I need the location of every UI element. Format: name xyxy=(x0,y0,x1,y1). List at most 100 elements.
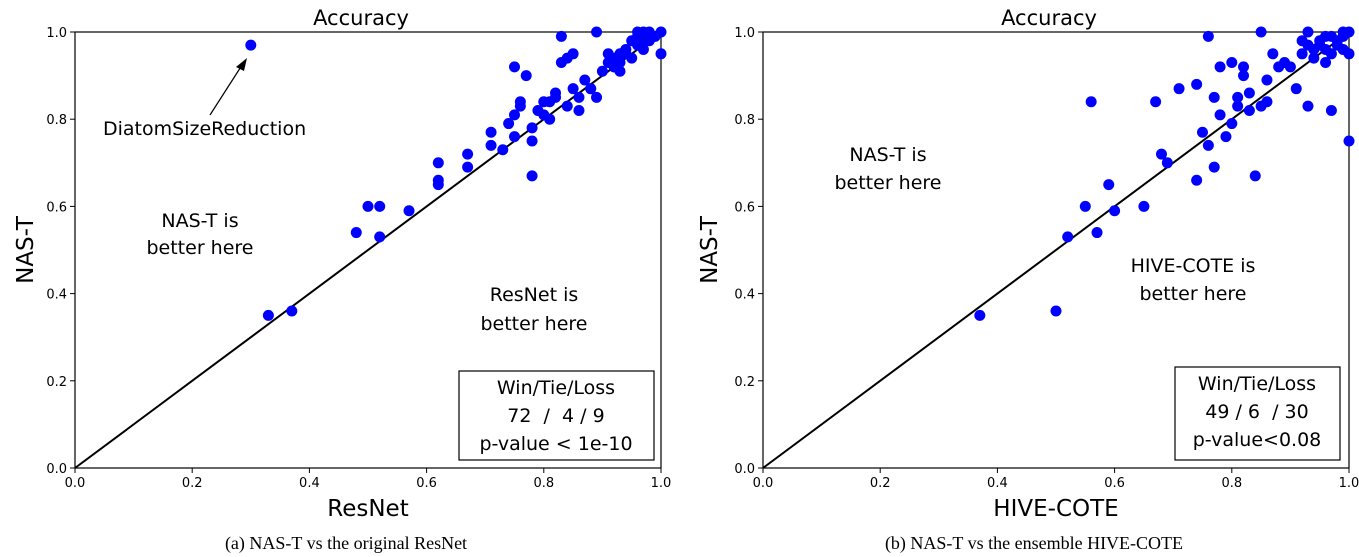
chart-a-x-axis-label: ResNet xyxy=(327,496,408,522)
chart-a-data-point xyxy=(579,74,591,86)
chart-b-y-tick-label: 0.6 xyxy=(734,200,755,215)
chart-b-data-point xyxy=(1226,57,1238,69)
chart-a-data-point xyxy=(374,200,386,212)
chart-a-y-tick-label: 0.0 xyxy=(46,462,67,477)
chart-b-data-point xyxy=(1238,61,1250,73)
chart-b-data-point xyxy=(1161,157,1173,169)
chart-b-data-point xyxy=(1302,100,1314,112)
chart-b-points xyxy=(974,26,1355,321)
chart-b-data-point xyxy=(1150,96,1162,108)
chart-b-x-axis-label: HIVE-COTE xyxy=(993,496,1118,522)
chart-b-data-point xyxy=(1155,148,1167,160)
chart-a-data-point xyxy=(637,43,649,55)
chart-b-data-point xyxy=(1308,52,1320,64)
chart-a-data-point xyxy=(509,61,520,73)
chart-b-data-point xyxy=(1261,96,1273,108)
chart-a-x-ticks: 0.0 0.2 0.4 0.6 0.8 1.0 xyxy=(65,468,672,491)
chart-a-y-tick-label: 0.6 xyxy=(46,200,67,215)
chart-b-data-point xyxy=(1243,104,1255,116)
chart-a-data-point xyxy=(432,179,444,191)
chart-b-data-point xyxy=(1238,70,1250,82)
chart-b-diagonal-line xyxy=(762,31,1350,469)
chart-b-lower-region-line1: HIVE-COTE is xyxy=(1131,255,1256,277)
chart-b-data-point xyxy=(1290,83,1302,95)
chart-a-pointer-label: DiatomSizeReduction xyxy=(103,118,306,140)
chart-b-data-point xyxy=(1079,200,1091,212)
chart-b-data-point xyxy=(1062,231,1074,243)
chart-b-data-point xyxy=(1220,131,1232,143)
chart-a-upper-region-line2: better here xyxy=(146,237,253,259)
chart-b-data-point xyxy=(1261,74,1273,86)
chart-b-data-point xyxy=(1085,96,1097,108)
chart-b-data-point xyxy=(1267,48,1279,60)
chart-a-data-point xyxy=(520,70,532,82)
chart-a: Accuracy 0.0 0.2 0.4 0.6 0.8 1.0 0.0 0.2 0.4 0.6… xyxy=(13,6,671,554)
chart-a-data-point xyxy=(591,91,603,103)
chart-b-data-point xyxy=(1337,43,1349,55)
chart-a-y-tick-label: 1.0 xyxy=(46,26,67,41)
chart-a-y-axis-label: NAS-T xyxy=(13,215,39,284)
chart-a-stats-line3: p-value < 1e-10 xyxy=(479,433,632,455)
chart-b-x-tick-label: 0.0 xyxy=(753,476,774,491)
chart-b-data-point xyxy=(1197,126,1208,138)
chart-b-data-point xyxy=(974,309,986,321)
chart-a-points xyxy=(245,26,667,321)
chart-b-data-point xyxy=(1243,87,1255,99)
chart-a-data-point xyxy=(614,65,626,77)
chart-a-data-point xyxy=(567,48,579,60)
chart-b: Accuracy 0.0 0.2 0.4 0.6 0.8 1.0 0.0 0.2 0.4 0.6… xyxy=(697,6,1359,554)
chart-b-data-point xyxy=(1214,109,1226,121)
chart-b-stats-line3: p-value<0.08 xyxy=(1193,429,1322,451)
chart-a-data-point xyxy=(432,157,444,169)
chart-a-data-point xyxy=(655,48,667,60)
chart-a-data-point xyxy=(350,227,362,239)
chart-b-data-point xyxy=(1202,30,1214,42)
chart-b-lower-region-line2: better here xyxy=(1139,283,1246,305)
chart-b-x-tick-label: 1.0 xyxy=(1339,476,1359,491)
chart-b-y-tick-label: 0.0 xyxy=(734,462,755,477)
chart-a-pointer-arrow xyxy=(209,61,245,116)
chart-b-y-tick-label: 0.8 xyxy=(734,113,755,128)
chart-a-data-point xyxy=(485,126,497,138)
chart-b-data-point xyxy=(1202,139,1214,151)
chart-a-data-point xyxy=(245,39,257,51)
chart-a-data-point xyxy=(374,231,386,243)
chart-b-data-point xyxy=(1343,26,1355,38)
chart-b-x-ticks: 0.0 0.2 0.4 0.6 0.8 1.0 xyxy=(753,468,1359,491)
chart-a-data-point xyxy=(655,26,667,38)
chart-a-pointer-arrowhead xyxy=(236,58,247,71)
chart-b-data-point xyxy=(1109,205,1121,217)
chart-b-stats-line2: 49 / 6 / 30 xyxy=(1205,401,1308,423)
chart-a-lower-region-line2: better here xyxy=(480,313,587,335)
chart-a-y-tick-label: 0.8 xyxy=(46,113,67,128)
chart-b-data-point xyxy=(1214,61,1226,73)
chart-a-x-tick-label: 1.0 xyxy=(651,476,672,491)
chart-a-data-point xyxy=(503,118,515,130)
chart-b-caption: (b) NAS-T vs the ensemble HIVE-COTE xyxy=(885,533,1183,554)
chart-a-data-point xyxy=(262,309,274,321)
chart-a-data-point xyxy=(544,113,556,125)
chart-b-y-tick-label: 1.0 xyxy=(734,26,755,41)
chart-b-data-point xyxy=(1050,305,1062,317)
chart-b-y-tick-label: 0.2 xyxy=(734,375,755,390)
chart-a-x-tick-label: 0.8 xyxy=(533,476,554,491)
chart-b-data-point xyxy=(1325,30,1337,42)
chart-b-data-point xyxy=(1320,43,1332,55)
chart-b-data-point xyxy=(1226,118,1238,130)
chart-b-data-point xyxy=(1208,91,1220,103)
chart-b-data-point xyxy=(1208,161,1220,173)
chart-a-data-point xyxy=(614,57,626,69)
chart-a-data-point xyxy=(596,65,608,77)
chart-b-data-point xyxy=(1320,57,1332,69)
chart-b-data-point xyxy=(1191,78,1203,90)
chart-a-data-point xyxy=(509,109,520,121)
chart-a-data-point xyxy=(591,26,603,38)
chart-a-upper-region-line1: NAS-T is xyxy=(161,210,238,232)
chart-b-data-point xyxy=(1103,179,1115,191)
chart-a-x-tick-label: 0.4 xyxy=(299,476,320,491)
chart-a-stats-box xyxy=(458,370,655,461)
chart-b-data-point xyxy=(1091,227,1103,239)
chart-b-title: Accuracy xyxy=(1001,6,1097,30)
chart-a-y-ticks: 0.0 0.2 0.4 0.6 0.8 1.0 xyxy=(46,26,75,477)
chart-a-data-point xyxy=(585,83,597,95)
